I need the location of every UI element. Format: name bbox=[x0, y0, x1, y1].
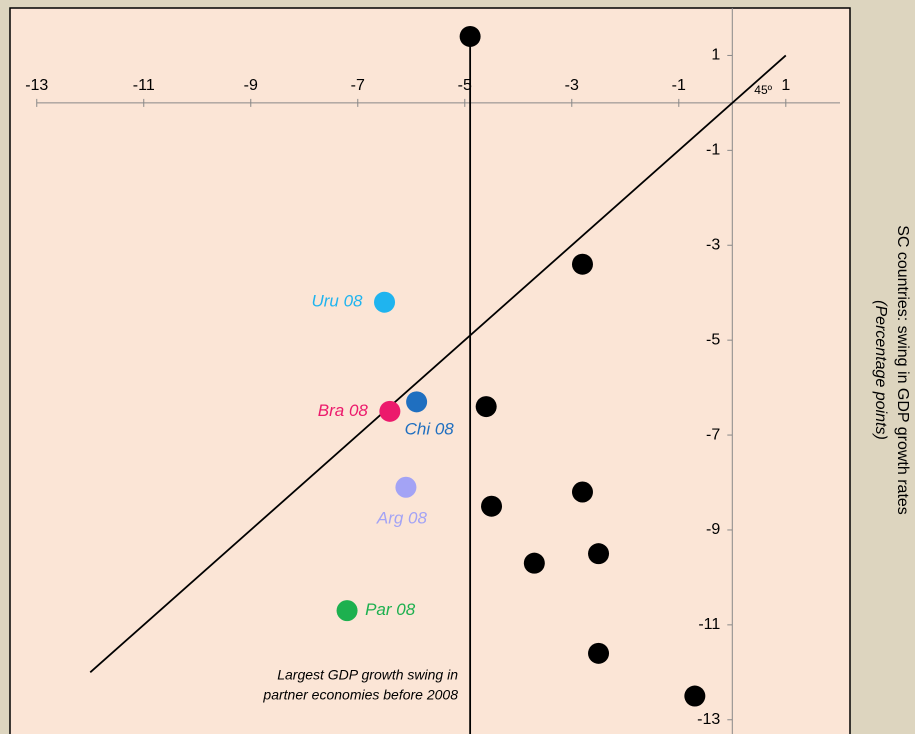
point bbox=[684, 685, 706, 707]
point bbox=[588, 543, 610, 565]
x-tick-label: -7 bbox=[351, 77, 365, 94]
point bbox=[374, 291, 396, 313]
point-label: Chi 08 bbox=[405, 419, 455, 438]
point bbox=[571, 253, 593, 275]
point bbox=[379, 400, 401, 422]
y-tick-label: -9 bbox=[706, 521, 720, 538]
point-label: Arg 08 bbox=[376, 509, 428, 528]
x-tick-label: -9 bbox=[244, 77, 258, 94]
point bbox=[395, 476, 417, 498]
reference-line bbox=[89, 54, 787, 673]
x-tick-label: -5 bbox=[458, 77, 472, 94]
x-tick-label: -11 bbox=[133, 77, 155, 94]
y-tick-label: 1 bbox=[711, 47, 720, 64]
y-tick-label: -3 bbox=[706, 236, 720, 253]
point bbox=[459, 25, 481, 47]
point bbox=[588, 642, 610, 664]
x-tick-label: -1 bbox=[672, 77, 686, 94]
note: Largest GDP growth swing in bbox=[277, 667, 458, 683]
point-label: Uru 08 bbox=[311, 292, 363, 311]
point bbox=[336, 600, 358, 622]
y-tick-label: -1 bbox=[706, 142, 720, 159]
point bbox=[406, 391, 428, 413]
x-tick-label: 1 bbox=[781, 77, 790, 94]
angle-label: 45º bbox=[754, 83, 772, 97]
point bbox=[571, 481, 593, 503]
point-label: Par 08 bbox=[365, 600, 416, 619]
y-tick-label: -11 bbox=[698, 616, 720, 633]
y-tick-label: -7 bbox=[706, 426, 720, 443]
point bbox=[523, 552, 545, 574]
x-tick-label: -3 bbox=[565, 77, 579, 94]
y-tick-label: -13 bbox=[697, 711, 720, 728]
note: partner economies before 2008 bbox=[262, 687, 458, 703]
y-tick-label: -5 bbox=[706, 331, 720, 348]
point bbox=[481, 495, 503, 517]
point-label: Bra 08 bbox=[318, 401, 369, 420]
point bbox=[475, 396, 497, 418]
x-tick-label: -13 bbox=[25, 77, 48, 94]
y-axis-note: (Percentage points) bbox=[872, 300, 889, 440]
y-axis-title: SC countries: swing in GDP growth rates bbox=[894, 225, 911, 515]
